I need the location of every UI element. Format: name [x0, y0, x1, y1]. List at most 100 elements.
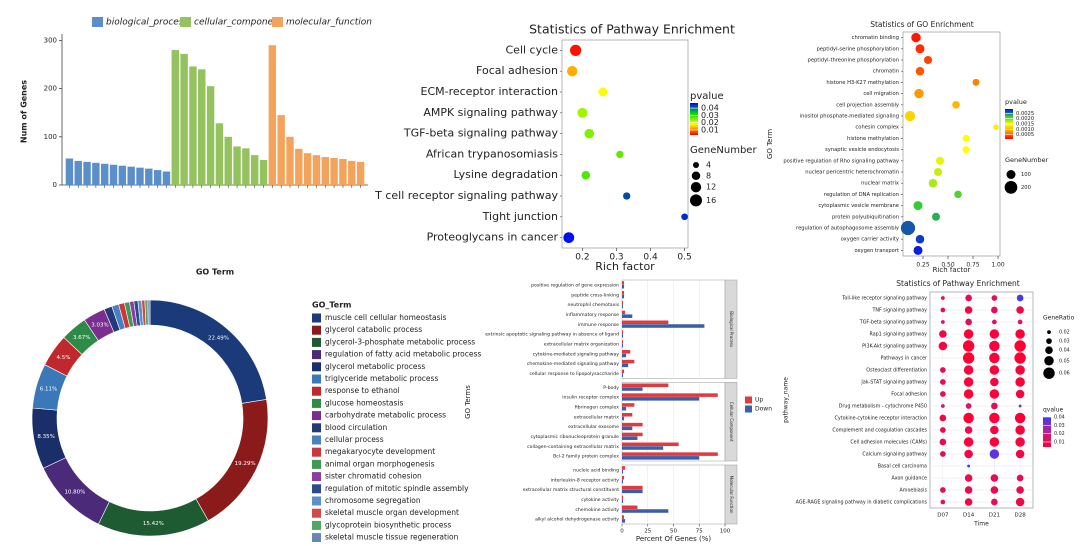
- bar: [622, 476, 625, 480]
- dot: [681, 213, 688, 221]
- y-tick-label: Tight junction: [482, 210, 558, 223]
- bar: [622, 426, 633, 431]
- y-tick-label: nucleic acid binding: [573, 467, 619, 473]
- size-legend-dot: [1047, 330, 1051, 334]
- legend-swatch: [312, 459, 321, 469]
- facet-label: Cellular Component: [729, 402, 734, 442]
- y-tick-label: AGE-RAGE signaling pathway in diabetic c…: [796, 500, 928, 506]
- bar: [339, 158, 347, 185]
- bar: [622, 479, 624, 484]
- facet-strip: [724, 382, 738, 462]
- bar: [622, 495, 624, 500]
- legend-label: muscle cell cellular homeostasis: [325, 313, 447, 322]
- y-tick-label: chemokine activity: [575, 507, 619, 513]
- legend-swatch: [272, 17, 283, 27]
- dot: [964, 426, 973, 434]
- legend-swatch: [92, 17, 103, 27]
- size-legend-dot: [690, 194, 702, 207]
- bar: [622, 353, 627, 358]
- legend-swatch: [312, 362, 321, 372]
- color-legend-label: 0.04: [701, 104, 719, 113]
- bar: [622, 340, 624, 344]
- bar: [622, 489, 643, 494]
- x-axis-title: Time: [973, 521, 989, 528]
- dot: [940, 487, 946, 493]
- y-tick-label: Proteoglycans in cancer: [427, 231, 559, 244]
- bar: [348, 160, 356, 185]
- x-tick-label: 0.5: [677, 253, 691, 263]
- size-legend-label: 4: [706, 161, 711, 170]
- legend-label: Up: [755, 397, 763, 404]
- dot: [1017, 319, 1023, 325]
- x-tick-label: 0: [620, 529, 624, 535]
- bar: [622, 446, 664, 450]
- x-tick-label: D07: [937, 513, 949, 519]
- size-legend-dot: [1004, 181, 1018, 194]
- y-tick-label: cytokine-mediated signaling pathway: [533, 351, 620, 357]
- size-legend-label: 8: [706, 171, 711, 180]
- dot: [570, 44, 582, 57]
- dot: [990, 377, 999, 387]
- bar: [303, 153, 312, 185]
- dot: [991, 306, 998, 314]
- dot: [933, 167, 943, 177]
- bar: [622, 519, 626, 523]
- slice-label: 22.49%: [208, 335, 229, 341]
- dot: [963, 437, 974, 447]
- chart-title: Statistics of GO Enrichment: [870, 20, 974, 29]
- legend-label: glycoprotein biosynthetic process: [325, 520, 451, 529]
- color-legend-label: 0.03: [1054, 423, 1065, 429]
- dot: [915, 234, 925, 244]
- bar: [622, 300, 624, 305]
- dot: [972, 78, 980, 86]
- bar: [622, 406, 627, 411]
- bar: [622, 387, 643, 391]
- bar: [171, 50, 179, 185]
- bar: [622, 310, 626, 315]
- bar: [622, 291, 625, 295]
- bar: [622, 436, 638, 440]
- color-legend-title: pvalue: [1005, 98, 1027, 106]
- color-legend-bar: [1043, 417, 1051, 447]
- bar: [92, 162, 100, 185]
- dot: [935, 156, 945, 165]
- x-tick-label: 100: [720, 529, 731, 535]
- dot: [938, 341, 948, 351]
- y-tick-label: Jak-STAT signaling pathway: [860, 380, 927, 386]
- legend-label: regulation of fatty acid metabolic proce…: [325, 350, 481, 359]
- legend-title: GO_Term: [312, 301, 351, 310]
- dot: [940, 296, 945, 300]
- y-tick-label: cell projection assembly: [836, 102, 899, 108]
- dot: [931, 212, 941, 221]
- bar: [622, 363, 629, 368]
- size-legend-title: GeneNumber: [1005, 156, 1049, 164]
- bar: [180, 53, 188, 185]
- legend-swatch: [745, 396, 752, 404]
- bar: [622, 369, 625, 374]
- plot-area: [929, 291, 1034, 509]
- bar: [622, 469, 624, 474]
- bar: [268, 45, 277, 185]
- x-tick-label: 0.4: [643, 253, 658, 263]
- y-tick-label: cytokine activity: [581, 497, 619, 503]
- y-tick-label: extracellular matrix: [574, 414, 619, 420]
- y-tick-label: histone H3-K27 methylation: [826, 80, 899, 86]
- size-legend-label: 0.04: [1059, 348, 1070, 354]
- bar: [251, 155, 259, 185]
- dot: [1016, 294, 1024, 302]
- y-tick-label: Focal adhesion: [891, 392, 927, 398]
- y-tick-label: Complement and coagulation cascades: [832, 428, 927, 434]
- dot: [963, 377, 974, 387]
- color-legend-label: 0.0015: [1016, 122, 1034, 128]
- facet-label: Biological Process: [729, 311, 734, 347]
- bar: [224, 136, 232, 185]
- dot: [964, 449, 973, 459]
- donut-slice: [98, 498, 209, 537]
- x-tick-label: 50: [670, 529, 677, 535]
- x-tick-label: 0.25: [916, 262, 930, 269]
- x-tick-label: 1.00: [991, 262, 1005, 269]
- color-legend-label: 0.03: [701, 111, 719, 120]
- bar: [622, 373, 624, 377]
- donut-slice: [147, 299, 151, 326]
- y-tick-label: cytoplasmic vesicle membrane: [818, 203, 899, 209]
